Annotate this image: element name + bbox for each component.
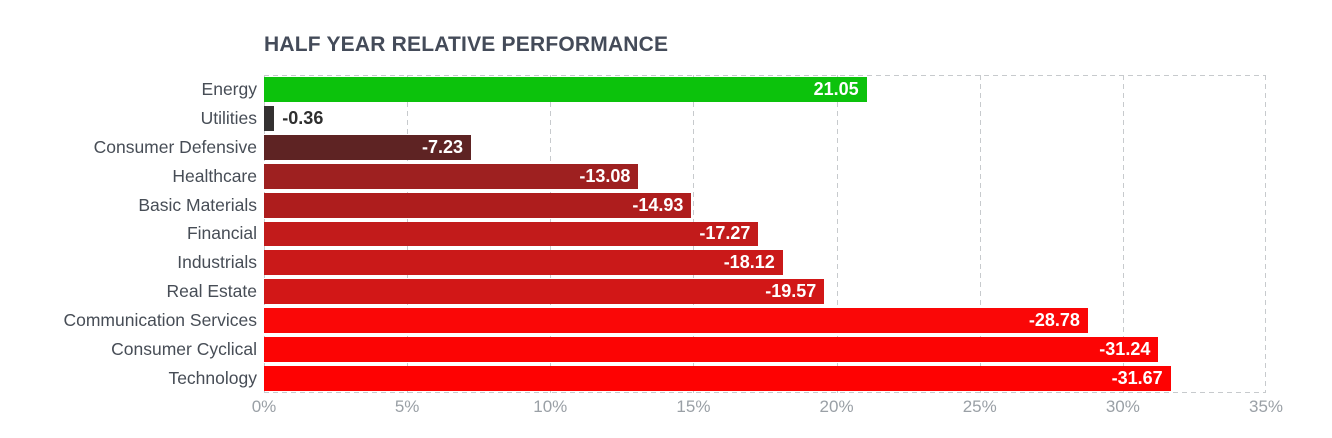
x-axis-tick-label: 15% [676,397,711,416]
gridline-vertical [836,75,838,393]
category-label: Real Estate [166,281,257,302]
category-label: Industrials [177,252,257,273]
x-axis-tick-label: 10% [533,397,568,416]
category-label: Energy [201,78,257,99]
bar-row: Real Estate -19.57 [167,277,1266,306]
performance-bar: -7.23 [264,134,471,160]
bar-row: Industrials -18.12 [177,248,1266,277]
value-label: -14.93 [632,194,684,215]
value-label: -7.23 [421,136,463,157]
plot-border-top [264,75,1266,76]
value-label: -17.27 [699,223,751,244]
performance-bar: 21.05 [264,77,867,102]
category-label: Basic Materials [138,194,257,215]
bar-row: Energy 21.05 [202,75,1266,104]
bar-row: Healthcare -13.08 [172,162,1266,191]
performance-bar: -14.93 [264,192,692,218]
bar-row: Communication Services -28.78 [63,306,1266,335]
gridline-vertical [979,75,981,393]
category-label: Healthcare [172,165,257,186]
category-label: Consumer Cyclical [111,339,257,360]
x-axis-tick-label: 25% [962,397,997,416]
bar-row: Basic Materials -14.93 [138,191,1266,220]
category-label: Financial [186,223,257,244]
gridline-vertical [1122,75,1124,393]
value-label: -28.78 [1028,310,1080,331]
bar-row: Technology -31.67 [168,364,1266,393]
plot-area: 0% 5% 10% 15% 20% 25% 30% 35% Energy 21.05 Utiliti… [63,75,1283,416]
x-axis-tick-label: 30% [1105,397,1140,416]
value-label: 21.05 [813,78,859,99]
value-label: -19.57 [765,281,817,302]
performance-bar: -17.27 [264,221,759,247]
bar-row: Consumer Cyclical -31.24 [111,335,1266,364]
x-axis-tick-label: 35% [1248,397,1284,416]
bar-row: Utilities -0.36 [201,104,1266,133]
gridline-vertical [1265,75,1266,393]
value-label: -0.36 [282,107,324,128]
performance-bar: -28.78 [264,308,1088,334]
category-label: Communication Services [63,310,257,331]
performance-bar: -13.08 [264,163,639,189]
value-label: -18.12 [723,252,775,273]
category-label: Technology [168,368,257,389]
performance-bar: -18.12 [264,250,783,276]
category-label: Consumer Defensive [93,136,257,157]
performance-bar: -31.24 [264,337,1159,363]
value-label: -31.24 [1099,339,1151,360]
value-label: -31.67 [1111,368,1163,389]
x-axis-tick-label: 20% [819,397,854,416]
bar-row: Consumer Defensive -7.23 [94,133,1266,162]
performance-bar: -19.57 [264,279,825,305]
performance-bar: -31.67 [264,366,1171,391]
bar-row: Financial -17.27 [187,220,1266,249]
performance-bar [264,105,275,131]
x-axis-tick-label: 0% [251,397,277,416]
x-axis-tick-label: 5% [394,397,420,416]
category-label: Utilities [200,107,257,128]
value-label: -13.08 [579,165,631,186]
chart-title: HALF YEAR RELATIVE PERFORMANCE [264,33,669,56]
plot-border-bottom [264,392,1266,393]
